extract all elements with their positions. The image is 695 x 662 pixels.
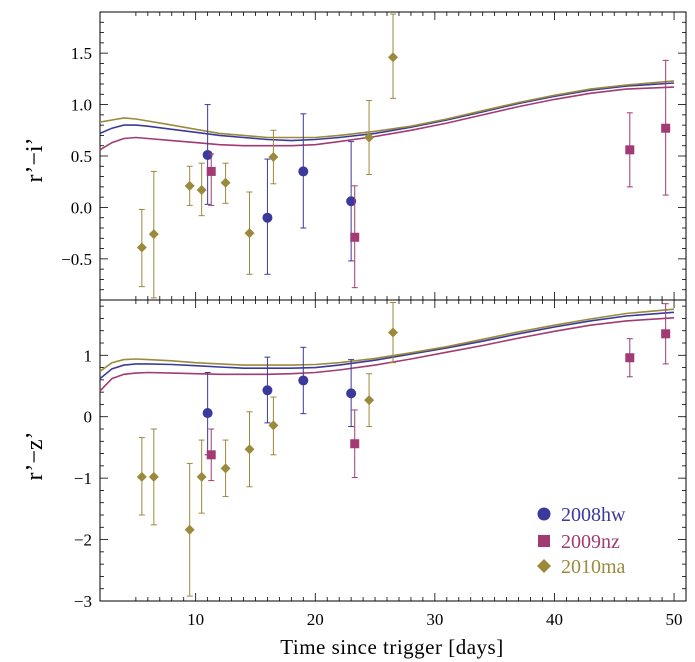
data-point-2009nz: [206, 450, 216, 460]
model-curve-2009nz-r-z: [99, 317, 675, 392]
x-tick-label: 10: [187, 610, 204, 629]
legend-marker-2010ma: [537, 559, 551, 573]
x-axis-label: Time since trigger [days]: [280, 635, 503, 659]
panel-frame-r-z: [99, 299, 687, 602]
panel-r-z: −3 −2 −1 0 1 10 20 30 40 50: [74, 299, 687, 629]
data-point-2008hw: [202, 149, 213, 160]
model-curve-2010ma-r-z: [99, 308, 675, 372]
data-point-2010ma: [268, 152, 279, 163]
data-point-2009nz: [206, 166, 216, 176]
legend-label-2008hw: 2008hw: [561, 504, 626, 526]
model-curve-2010ma-r-i: [99, 80, 675, 139]
model-curve-2008hw-r-z: [99, 311, 675, 380]
bottom-y-axis-label: r’−z’: [22, 431, 48, 480]
model-curve-2008hw-r-i: [99, 82, 675, 142]
data-point-2009nz: [625, 353, 635, 363]
x-tick-label: 20: [307, 610, 324, 629]
data-point-2010ma: [184, 524, 195, 535]
data-point-2010ma: [268, 420, 279, 431]
data-point-2010ma: [148, 229, 159, 240]
data-point-2010ma: [148, 471, 159, 482]
y-tick-label-r-i: −0.5: [61, 250, 92, 269]
data-point-2010ma: [364, 132, 375, 143]
y-tick-label-r-z: 1: [84, 346, 93, 365]
y-tick-label-r-i: 0.5: [71, 147, 92, 166]
data-point-2008hw: [298, 375, 309, 386]
data-point-2009nz: [661, 123, 671, 133]
data-point-2009nz: [661, 329, 671, 339]
panel-r-i: −0.5 0.0 0.5 1.0 1.5: [61, 11, 687, 301]
data-point-2010ma: [244, 444, 255, 455]
data-point-2010ma: [184, 180, 195, 191]
data-point-2008hw: [346, 388, 357, 399]
data-point-2010ma: [244, 228, 255, 239]
top-y-axis-label: r’−i’: [22, 137, 48, 182]
model-curve-2009nz-r-i: [99, 86, 675, 151]
legend-label-2010ma: 2010ma: [561, 556, 626, 578]
x-tick-label: 50: [666, 610, 683, 629]
data-point-2008hw: [298, 166, 309, 177]
data-point-2009nz: [350, 232, 360, 242]
data-point-2008hw: [202, 408, 213, 419]
y-tick-label-r-z: −1: [74, 469, 92, 488]
data-point-2010ma: [196, 471, 207, 482]
y-tick-label-r-z: −2: [74, 531, 92, 550]
y-tick-label-r-i: 1.5: [71, 44, 92, 63]
legend-marker-2009nz: [538, 535, 550, 547]
data-point-2010ma: [136, 471, 147, 482]
legend: 2008hw 2009nz 2010ma: [537, 504, 626, 578]
data-point-2010ma: [196, 184, 207, 195]
data-point-2010ma: [220, 463, 231, 474]
data-point-2010ma: [388, 327, 398, 338]
y-tick-label-r-z: 0: [84, 408, 93, 427]
y-tick-label-r-i: 1.0: [71, 96, 92, 115]
data-point-2010ma: [364, 395, 375, 406]
y-tick-label-r-i: 0.0: [71, 198, 92, 217]
y-tick-label-r-z: −3: [74, 592, 92, 611]
x-tick-label: 30: [426, 610, 443, 629]
data-point-2010ma: [136, 242, 147, 253]
data-point-2008hw: [262, 385, 273, 396]
data-point-2010ma: [388, 52, 398, 63]
data-point-2009nz: [350, 439, 360, 449]
legend-label-2009nz: 2009nz: [561, 531, 620, 553]
data-point-2009nz: [625, 145, 635, 155]
data-point-2010ma: [220, 177, 231, 188]
data-point-2008hw: [346, 196, 357, 207]
legend-marker-2008hw: [537, 507, 551, 521]
x-tick-label: 40: [546, 610, 563, 629]
data-point-2008hw: [262, 212, 273, 223]
